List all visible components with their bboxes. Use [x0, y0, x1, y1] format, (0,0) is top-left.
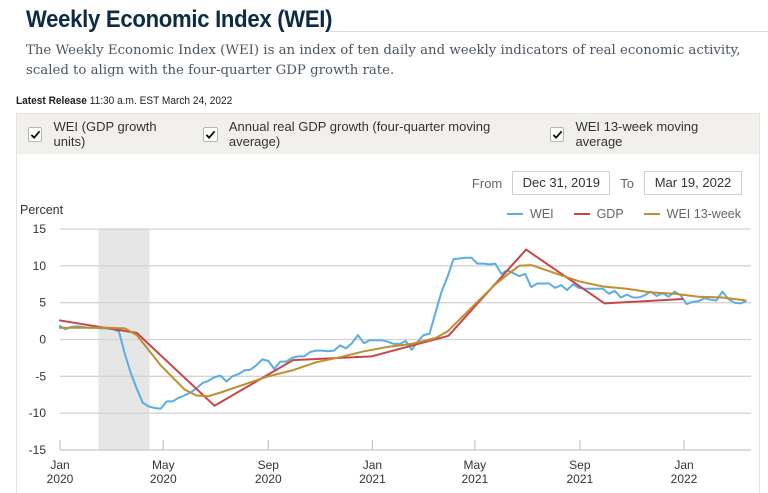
x-tick-label-month: Jan: [50, 458, 69, 472]
x-tick-label-month: Sep: [258, 458, 280, 472]
page-description: The Weekly Economic Index (WEI) is an in…: [26, 43, 741, 78]
latest-release: Latest Release 11:30 a.m. EST March 24, …: [16, 95, 232, 107]
page-title: Weekly Economic Index (WEI): [26, 6, 333, 33]
y-tick-label: -15: [29, 443, 47, 457]
legend-label-gdp: GDP: [596, 207, 624, 221]
x-tick-label-month: Jan: [363, 458, 382, 472]
toggle-wei-13-week[interactable]: WEI 13-week moving average: [549, 119, 742, 149]
y-tick-label: -10: [29, 406, 47, 420]
legend-swatch-wei-13-week: [643, 213, 660, 215]
from-date-input[interactable]: Dec 31, 2019: [512, 171, 611, 195]
release-value: 11:30 a.m. EST March 24, 2022: [89, 95, 233, 107]
x-tick-label-year: 2020: [150, 472, 177, 486]
check-icon: [552, 130, 563, 139]
y-axis-label: Percent: [20, 203, 64, 217]
legend-swatch-gdp: [573, 213, 590, 215]
x-tick-label-year: 2022: [671, 472, 698, 486]
y-tick-label: 5: [39, 296, 46, 310]
legend-label-wei-13-week: WEI 13-week: [666, 207, 741, 221]
title-divider: [330, 31, 768, 32]
toggle-gdp-label: Annual real GDP growth (four-quarter mov…: [228, 119, 491, 149]
x-tick-label-year: 2021: [359, 472, 386, 486]
chart-legend: WEI GDP WEI 13-week: [487, 207, 741, 221]
toggle-gdp[interactable]: Annual real GDP growth (four-quarter mov…: [203, 119, 533, 149]
series-line-wei: [58, 256, 747, 410]
y-tick-label: 10: [33, 259, 47, 273]
legend-item-gdp[interactable]: GDP: [573, 207, 624, 221]
x-tick-label-year: 2021: [462, 472, 489, 486]
release-label: Latest Release: [16, 95, 87, 107]
legend-item-wei-13-week[interactable]: WEI 13-week: [643, 207, 741, 221]
y-tick-label: -5: [35, 369, 46, 383]
chart-panel: WEI (GDP growth units) Annual real GDP g…: [16, 113, 760, 493]
toggle-wei-13-week-label: WEI 13-week moving average: [575, 119, 699, 149]
x-tick-label-month: Sep: [569, 458, 591, 472]
legend-item-wei[interactable]: WEI: [506, 207, 554, 221]
toggle-wei-label: WEI (GDP growth units): [53, 119, 157, 149]
series-line-wei-13-week: [59, 264, 747, 398]
date-range: From Dec 31, 2019 To Mar 19, 2022: [462, 171, 742, 195]
checkbox-wei-13-week[interactable]: [549, 126, 565, 142]
x-tick-label-month: Jan: [674, 458, 693, 472]
check-icon: [30, 130, 41, 139]
y-tick-label: 15: [33, 222, 47, 236]
legend-label-wei: WEI: [529, 207, 554, 221]
series-toggle-bar: WEI (GDP growth units) Annual real GDP g…: [17, 114, 759, 154]
x-tick-label-month: May: [464, 458, 487, 472]
to-label: To: [620, 175, 634, 191]
y-tick-label: 0: [39, 333, 46, 347]
x-tick-label-year: 2021: [567, 472, 594, 486]
check-icon: [205, 130, 216, 139]
series-line-gdp: [58, 248, 684, 407]
to-date-input[interactable]: Mar 19, 2022: [644, 171, 742, 195]
from-label: From: [471, 175, 503, 191]
x-tick-label-year: 2020: [255, 472, 282, 486]
x-tick-label-year: 2020: [47, 472, 74, 486]
toggle-wei[interactable]: WEI (GDP growth units): [28, 119, 186, 149]
checkbox-gdp[interactable]: [203, 126, 218, 142]
x-tick-label-month: May: [152, 458, 175, 472]
checkbox-wei[interactable]: [28, 126, 43, 142]
legend-swatch-wei: [506, 213, 523, 215]
